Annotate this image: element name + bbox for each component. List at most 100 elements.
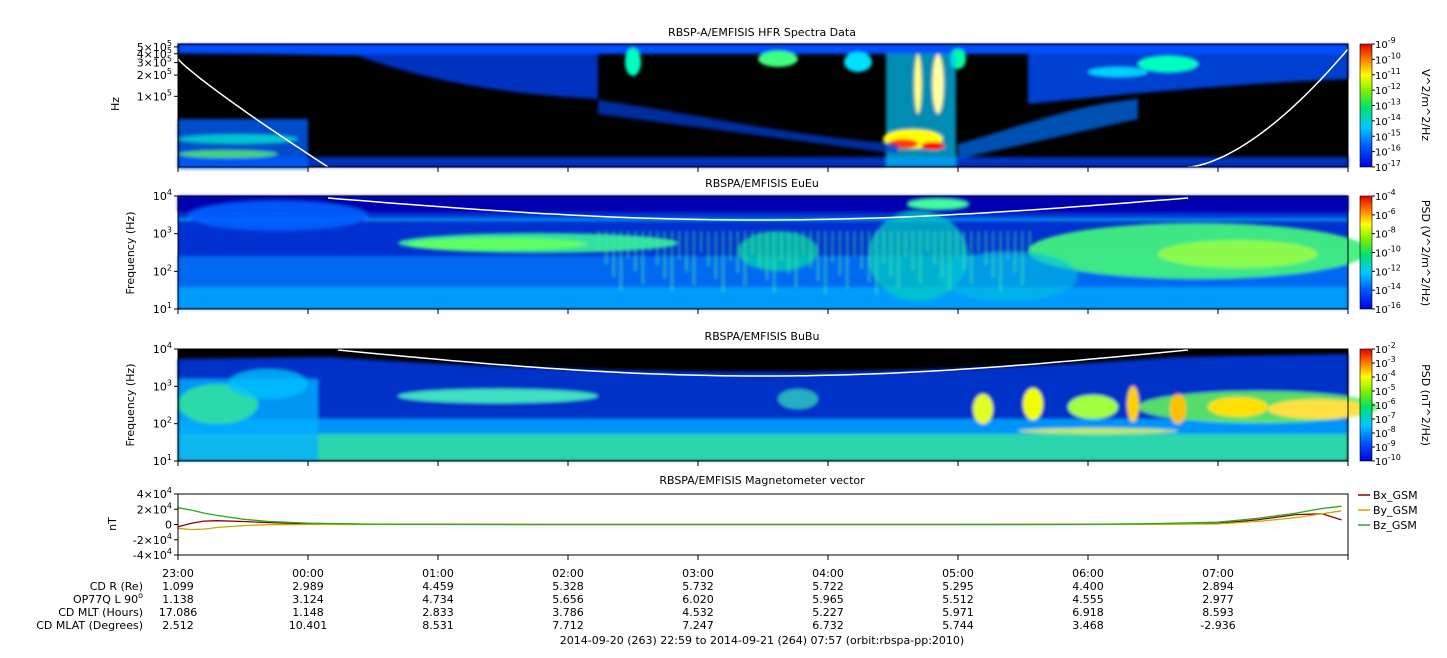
spectral-streak bbox=[955, 231, 958, 258]
ephemeris-value: 5.227 bbox=[812, 606, 844, 619]
y-tick-label: 104 bbox=[153, 341, 172, 356]
ephemeris-value: 10.401 bbox=[289, 619, 328, 632]
spectral-streak bbox=[736, 231, 739, 273]
spectral-feature bbox=[1138, 56, 1198, 72]
spectral-streak bbox=[926, 231, 929, 251]
ephemeris-value: 4.555 bbox=[1072, 593, 1104, 606]
spectral-streak bbox=[707, 231, 710, 266]
y-tick-label: 101 bbox=[153, 453, 172, 468]
spectral-streak bbox=[685, 231, 688, 272]
spectral-streak bbox=[941, 231, 944, 277]
x-axis-labels: 23:00 00:00 01:00 02:00 03:00 04:00 05:00 06:00… bbox=[36, 567, 1236, 632]
ephemeris-row-label: OP77Q L 90o bbox=[73, 591, 143, 606]
spectrogram-bubu: 104 103 102 101 10-210-310-410-510-610-710-8… bbox=[153, 341, 1401, 468]
y-tick-label: 103 bbox=[153, 226, 172, 241]
y-tick-label: 102 bbox=[153, 416, 172, 431]
y-tick-label: 101 bbox=[153, 301, 172, 316]
colorbar-tick-label: 10-16 bbox=[1375, 301, 1401, 316]
colorbar-label-hfr: V^2/m^2/Hz bbox=[1419, 69, 1432, 141]
ephemeris-row-label: CD MLT (Hours) bbox=[58, 606, 143, 619]
ephemeris-value: 1.148 bbox=[292, 606, 324, 619]
ephemeris-value: 3.786 bbox=[552, 606, 584, 619]
ylabel-eueu: Frequency (Hz) bbox=[124, 212, 137, 295]
colorbar-tick-label: 10-12 bbox=[1375, 263, 1401, 278]
ephemeris-value: 5.722 bbox=[812, 580, 844, 593]
spectral-streak bbox=[729, 231, 732, 260]
ephemeris-value: 4.459 bbox=[422, 580, 454, 593]
spectral-streak bbox=[897, 231, 900, 289]
colorbar-tick-label: 10-9 bbox=[1375, 36, 1396, 51]
spectral-streak bbox=[970, 231, 973, 284]
spectral-streak bbox=[1021, 231, 1024, 285]
spectral-feature bbox=[938, 251, 1078, 301]
spectral-feature bbox=[738, 231, 818, 271]
ephemeris-value: 4.400 bbox=[1072, 580, 1104, 593]
ephemeris-value: 17.086 bbox=[159, 606, 198, 619]
spectral-region bbox=[178, 119, 308, 169]
y-tick-label: 3×105 bbox=[137, 55, 172, 70]
colorbar-tick-label: 10-17 bbox=[1375, 159, 1401, 174]
spectral-streak bbox=[780, 231, 783, 261]
x-tick-label: 03:00 bbox=[682, 567, 714, 580]
spectral-streak bbox=[802, 231, 805, 255]
spectral-streak bbox=[824, 231, 827, 294]
spectral-feature bbox=[1158, 240, 1318, 268]
spectral-streak bbox=[751, 231, 754, 254]
panel-title-eueu: RBSPA/EMFISIS EuEu bbox=[705, 177, 819, 190]
spectral-region bbox=[1028, 54, 1348, 104]
legend-label: Bx_GSM bbox=[1373, 489, 1418, 502]
colorbar-tick-label: 10-2 bbox=[1375, 341, 1396, 356]
ephemeris-value: 8.531 bbox=[422, 619, 454, 632]
plot-frame bbox=[177, 348, 1349, 462]
spectral-streak bbox=[984, 231, 987, 265]
ephemeris-value: 7.247 bbox=[682, 619, 714, 632]
spectral-feature bbox=[188, 201, 368, 231]
spectral-band bbox=[178, 157, 1348, 167]
panel-title-hfr: RBSP-A/EMFISIS HFR Spectra Data bbox=[668, 26, 856, 39]
spectral-region bbox=[178, 434, 1348, 461]
ephemeris-value: 6.918 bbox=[1072, 606, 1104, 619]
y-tick-label: 104 bbox=[153, 188, 172, 203]
spectral-streak bbox=[663, 231, 666, 278]
x-tick-label: 07:00 bbox=[1202, 567, 1234, 580]
spectral-streak bbox=[933, 231, 936, 264]
spectral-feature bbox=[932, 54, 944, 114]
legend-label: Bz_GSM bbox=[1373, 519, 1417, 532]
spectral-streak bbox=[977, 231, 980, 252]
spectral-streak bbox=[700, 231, 703, 253]
spectral-streak bbox=[846, 231, 849, 288]
y-tick-label: 4×104 bbox=[137, 486, 172, 501]
spectral-streak bbox=[999, 231, 1002, 291]
x-tick-label: 23:00 bbox=[162, 567, 194, 580]
ephemeris-value: 2.989 bbox=[292, 580, 324, 593]
ephemeris-value: 1.099 bbox=[162, 580, 194, 593]
x-tick-label: 06:00 bbox=[1072, 567, 1104, 580]
colorbar bbox=[1359, 195, 1373, 310]
y-tick-label: -4×104 bbox=[133, 547, 172, 562]
plasma-line bbox=[177, 58, 329, 168]
ephemeris-value: 4.734 bbox=[422, 593, 454, 606]
colorbar-tick-label: 10-9 bbox=[1375, 439, 1396, 454]
x-tick-label: 05:00 bbox=[942, 567, 974, 580]
colorbar-tick-label: 10-11 bbox=[1375, 67, 1401, 82]
ephemeris-value: 1.138 bbox=[162, 593, 194, 606]
legend-label: By_GSM bbox=[1373, 504, 1418, 517]
colorbar-tick-label: 10-10 bbox=[1375, 51, 1401, 66]
ephemeris-value: 6.732 bbox=[812, 619, 844, 632]
spectral-streak bbox=[882, 231, 885, 263]
spectral-feature bbox=[921, 142, 945, 150]
colorbar-tick-label: 10-3 bbox=[1375, 355, 1396, 370]
colorbar-tick-label: 10-6 bbox=[1375, 207, 1396, 222]
spectral-feature bbox=[1208, 397, 1268, 417]
ephemeris-value: 5.295 bbox=[942, 580, 974, 593]
ephemeris-value: 7.712 bbox=[552, 619, 584, 632]
y-tick-label: 2×105 bbox=[137, 67, 172, 82]
spectral-streak bbox=[692, 231, 695, 285]
x-tick-label: 02:00 bbox=[552, 567, 584, 580]
ephemeris-value: 5.656 bbox=[552, 593, 584, 606]
y-tick-label: 102 bbox=[153, 263, 172, 278]
colorbar-label-bubu: PSD (nT^2/Hz) bbox=[1419, 364, 1432, 446]
spectral-feature bbox=[178, 150, 278, 158]
colorbar-tick-label: 10-8 bbox=[1375, 226, 1396, 241]
spectral-streak bbox=[948, 231, 951, 290]
